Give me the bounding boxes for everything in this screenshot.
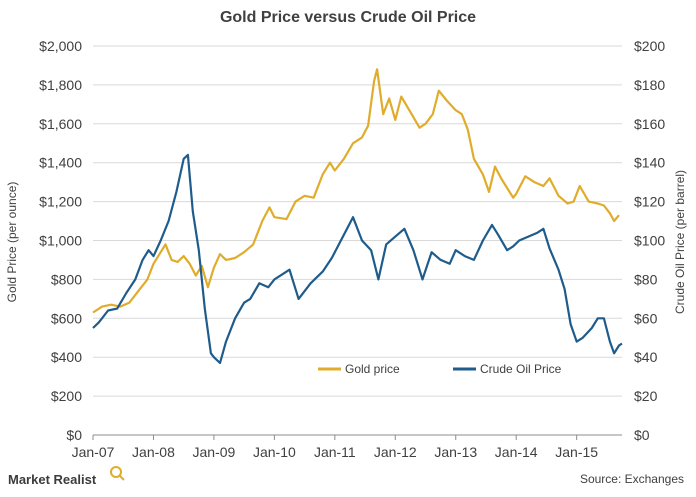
legend-label-crude-oil: Crude Oil Price bbox=[480, 362, 562, 376]
x-tick-label: Jan-14 bbox=[495, 444, 538, 460]
y-left-tick-label: $1,200 bbox=[39, 194, 82, 210]
x-axis-ticks: Jan-07 Jan-08 Jan-09 Jan-10 Jan-11 Jan-12 Jan-… bbox=[72, 435, 598, 460]
y-right-tick-label: $40 bbox=[634, 349, 658, 365]
brand-magnifier-icon bbox=[110, 466, 125, 481]
y-right-tick-label: $0 bbox=[634, 427, 650, 443]
y-axis-left-label: Gold Price (per ounce) bbox=[5, 182, 19, 303]
grid-lines bbox=[93, 45, 622, 436]
y-left-tick-label: $400 bbox=[51, 349, 82, 365]
y-left-tick-label: $1,400 bbox=[39, 155, 82, 171]
y-right-tick-label: $200 bbox=[634, 38, 665, 54]
y-axis-right-label: Crude Oil Price (per barrel) bbox=[673, 170, 687, 314]
x-tick-label: Jan-13 bbox=[434, 444, 477, 460]
x-tick-label: Jan-09 bbox=[193, 444, 236, 460]
x-tick-label: Jan-15 bbox=[555, 444, 598, 460]
y-left-tick-label: $1,000 bbox=[39, 233, 82, 249]
y-right-tick-label: $100 bbox=[634, 233, 665, 249]
legend: Gold price Crude Oil Price bbox=[318, 362, 562, 376]
y-left-tick-label: $1,800 bbox=[39, 77, 82, 93]
y-right-tick-label: $20 bbox=[634, 388, 658, 404]
y-right-tick-label: $180 bbox=[634, 77, 665, 93]
source-note: Source: Exchanges bbox=[580, 472, 684, 486]
y-left-tick-label: $0 bbox=[66, 427, 82, 443]
x-tick-label: Jan-11 bbox=[314, 444, 356, 460]
x-tick-label: Jan-10 bbox=[253, 444, 296, 460]
y-right-tick-label: $160 bbox=[634, 116, 665, 132]
brand-logo-text: Market Realist bbox=[8, 472, 97, 487]
y-left-tick-label: $800 bbox=[51, 271, 82, 287]
y-right-tick-label: $60 bbox=[634, 310, 658, 326]
y-left-tick-label: $600 bbox=[51, 310, 82, 326]
x-tick-label: Jan-07 bbox=[72, 444, 115, 460]
series-lines bbox=[92, 68, 623, 365]
y-left-tick-label: $1,600 bbox=[39, 116, 82, 132]
series-line-crude-oil bbox=[92, 153, 623, 365]
x-tick-label: Jan-08 bbox=[132, 444, 175, 460]
y-axis-right-ticks: $0 $20 $40 $60 $80 $100 $120 $140 $160 $180 $200 bbox=[634, 38, 665, 443]
y-right-tick-label: $80 bbox=[634, 271, 658, 287]
series-line-gold bbox=[92, 68, 620, 314]
y-axis-left-ticks: $0 $200 $400 $600 $800 $1,000 $1,200 $1,400 $1,6… bbox=[39, 38, 82, 443]
legend-label-gold: Gold price bbox=[345, 362, 400, 376]
y-left-tick-label: $2,000 bbox=[39, 38, 82, 54]
x-tick-label: Jan-12 bbox=[374, 444, 417, 460]
y-right-tick-label: $140 bbox=[634, 155, 665, 171]
chart-title: Gold Price versus Crude Oil Price bbox=[220, 9, 476, 26]
y-left-tick-label: $200 bbox=[51, 388, 82, 404]
y-right-tick-label: $120 bbox=[634, 194, 665, 210]
